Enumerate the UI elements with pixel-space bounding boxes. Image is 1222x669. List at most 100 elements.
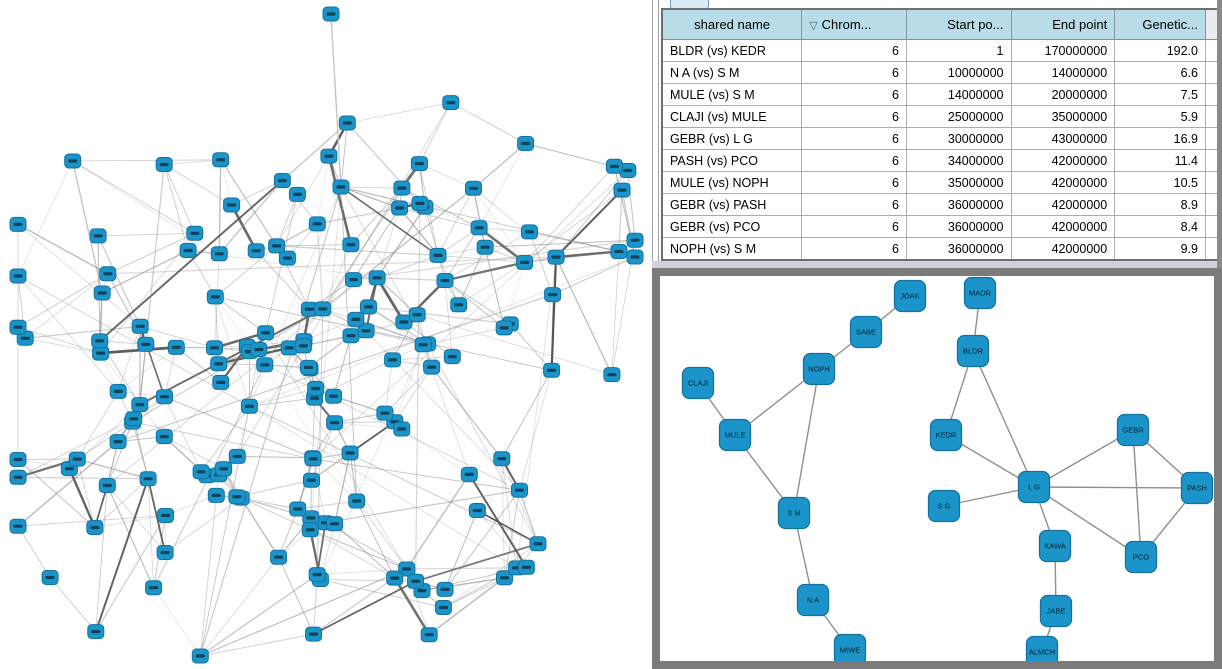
network-node[interactable]: [511, 482, 528, 498]
network-node[interactable]: [9, 518, 27, 534]
network-edge[interactable]: [237, 455, 313, 459]
network-edge[interactable]: [17, 160, 74, 277]
table-cell[interactable]: 6: [801, 171, 907, 194]
network-edge[interactable]: [72, 160, 195, 234]
network-edge[interactable]: [417, 314, 612, 375]
network-edge[interactable]: [265, 332, 408, 570]
network-node-jabe[interactable]: JABE: [1039, 594, 1073, 628]
table-row[interactable]: PASH (vs) PCO 6 34000000 42000000 11.4: [662, 149, 1221, 172]
network-edge[interactable]: [278, 508, 299, 558]
network-edge[interactable]: [524, 165, 615, 263]
network-node[interactable]: [347, 311, 365, 327]
network-node[interactable]: [99, 266, 117, 282]
network-edge[interactable]: [484, 247, 505, 329]
table-cell[interactable]: PASH (vs) PCO: [662, 149, 802, 172]
network-node[interactable]: [304, 451, 322, 467]
node-shape[interactable]: [1124, 540, 1158, 574]
network-edge[interactable]: [199, 186, 342, 657]
network-edge[interactable]: [504, 490, 520, 578]
network-node[interactable]: [270, 549, 288, 565]
full-network-view-panel[interactable]: [0, 0, 652, 669]
network-edge[interactable]: [303, 318, 357, 342]
network-edge[interactable]: [249, 405, 539, 545]
network-edge[interactable]: [310, 529, 395, 579]
network-node[interactable]: [398, 561, 416, 577]
network-edge[interactable]: [316, 223, 324, 309]
network-node[interactable]: [322, 6, 340, 22]
table-row[interactable]: MULE (vs) NOPH 6 35000000 42000000 10.5: [662, 171, 1221, 194]
network-edge[interactable]: [473, 188, 525, 263]
node-shape[interactable]: [956, 334, 990, 368]
network-edge[interactable]: [333, 395, 386, 414]
network-edge[interactable]: [340, 186, 439, 257]
network-node-pco[interactable]: PCO: [1124, 540, 1158, 574]
network-node[interactable]: [125, 411, 143, 427]
network-node[interactable]: [325, 388, 343, 404]
node-shape[interactable]: [927, 489, 961, 523]
network-edge[interactable]: [98, 232, 195, 237]
network-node[interactable]: [376, 405, 394, 421]
table-cell[interactable]: MULE (vs) NOPH: [662, 171, 802, 194]
table-row[interactable]: GEBR (vs) L G 6 30000000 43000000 16.9: [662, 127, 1221, 150]
network-node[interactable]: [443, 349, 461, 365]
network-edge[interactable]: [72, 159, 221, 162]
network-edge[interactable]: [340, 186, 402, 189]
table-cell[interactable]: 25000000: [905, 105, 1011, 128]
column-header-start-po-[interactable]: Start po...: [905, 9, 1011, 40]
network-edge[interactable]: [164, 396, 313, 459]
network-node[interactable]: [300, 301, 318, 317]
network-node-sabe[interactable]: SABE: [849, 315, 883, 349]
network-edge[interactable]: [76, 459, 96, 528]
network-node-gebr[interactable]: GEBR: [1116, 413, 1150, 447]
network-node[interactable]: [521, 224, 538, 240]
network-edge[interactable]: [478, 226, 526, 264]
network-node[interactable]: [470, 220, 488, 236]
table-scrollbar-vertical[interactable]: [1217, 0, 1222, 268]
network-edge[interactable]: [347, 102, 451, 124]
network-node[interactable]: [302, 510, 320, 526]
network-node[interactable]: [191, 648, 209, 664]
network-node[interactable]: [131, 318, 149, 334]
network-node[interactable]: [303, 472, 320, 488]
table-cell[interactable]: 6: [801, 237, 907, 260]
network-edge[interactable]: [431, 366, 503, 460]
network-edge[interactable]: [218, 159, 222, 254]
network-node[interactable]: [207, 487, 225, 503]
table-cell[interactable]: 42000000: [1010, 149, 1115, 172]
network-node[interactable]: [86, 520, 104, 535]
network-edge[interactable]: [444, 227, 480, 281]
network-node[interactable]: [420, 627, 438, 643]
network-node[interactable]: [357, 323, 375, 339]
network-edge[interactable]: [241, 497, 311, 531]
network-edge[interactable]: [478, 143, 527, 229]
network-edge[interactable]: [100, 232, 196, 354]
table-cell[interactable]: 9.9: [1114, 237, 1206, 260]
panel-splitter[interactable]: [652, 0, 659, 268]
network-edge[interactable]: [153, 587, 201, 657]
network-edge[interactable]: [477, 509, 539, 545]
network-node[interactable]: [206, 289, 224, 305]
network-edge[interactable]: [384, 359, 394, 414]
network-edge[interactable]: [249, 349, 260, 407]
network-edge[interactable]: [99, 292, 103, 341]
network-node[interactable]: [423, 359, 441, 375]
network-edge[interactable]: [163, 164, 196, 234]
table-cell[interactable]: 8.9: [1114, 193, 1206, 216]
network-node[interactable]: [476, 239, 494, 255]
network-node[interactable]: [407, 573, 425, 589]
network-edge[interactable]: [17, 223, 109, 275]
table-cell[interactable]: 192.0: [1114, 39, 1206, 62]
network-edge[interactable]: [312, 457, 327, 523]
network-edge[interactable]: [401, 428, 470, 475]
network-edge[interactable]: [117, 326, 141, 392]
network-node[interactable]: [342, 328, 360, 344]
network-edge[interactable]: [312, 170, 629, 460]
network-edge[interactable]: [94, 514, 166, 529]
network-node[interactable]: [517, 559, 535, 575]
table-cell[interactable]: 1: [905, 39, 1011, 62]
network-node[interactable]: [186, 225, 204, 241]
network-node[interactable]: [206, 340, 223, 356]
network-edge[interactable]: [528, 231, 554, 295]
network-node[interactable]: [137, 336, 155, 352]
network-edge[interactable]: [365, 330, 424, 346]
